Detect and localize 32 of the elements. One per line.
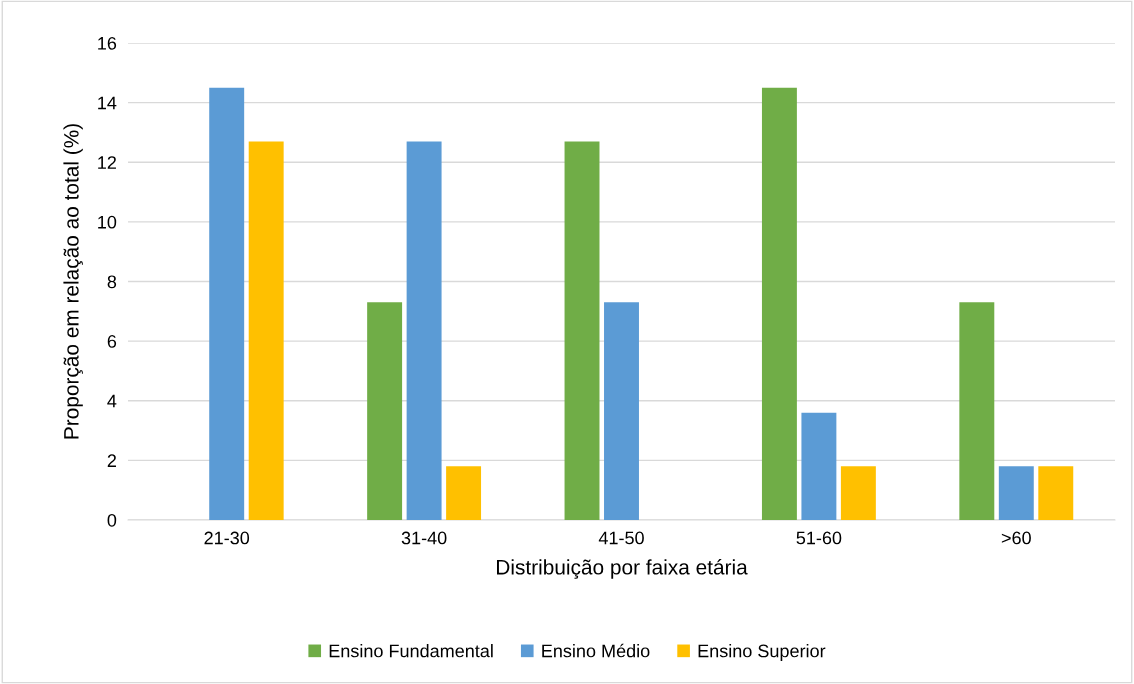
bar: [367, 302, 403, 520]
bar: [564, 141, 600, 520]
bar: [959, 302, 995, 520]
y-tick-label: 10: [98, 215, 117, 229]
y-tick-label: 6: [107, 335, 117, 348]
bar: [604, 302, 639, 520]
bar: [209, 87, 245, 520]
bar: [801, 412, 837, 520]
y-tick-label: 0: [107, 513, 117, 527]
y-tick-label: 2: [107, 454, 116, 467]
y-tick-label: 4: [107, 394, 117, 408]
x-axis-title: Distribuição por faixa etária: [497, 559, 748, 579]
legend-label: Ensino Médio: [542, 643, 650, 658]
legend-label: Ensino Superior: [698, 644, 826, 661]
y-tick-label: 12: [98, 156, 116, 169]
y-tick-label: 14: [98, 96, 117, 110]
y-axis-title: Proporção em relação ao total (%): [63, 124, 83, 439]
bar: [1038, 466, 1074, 520]
bar: [248, 141, 284, 520]
bar: [761, 87, 797, 520]
x-tick-label: 41-50: [598, 531, 644, 545]
y-tick-label: 8: [107, 275, 117, 289]
bar: [446, 466, 482, 520]
legend-label: Ensino Fundamental: [329, 644, 493, 658]
bar: [406, 141, 442, 520]
y-tick-label: 16: [98, 36, 117, 50]
x-tick-label: >60: [1001, 531, 1031, 545]
bar: [840, 466, 876, 520]
x-tick-label: 21-30: [204, 531, 250, 545]
bar: [998, 466, 1034, 520]
x-tick-label: 31-40: [401, 531, 447, 545]
x-tick-label: 51-60: [796, 531, 842, 545]
